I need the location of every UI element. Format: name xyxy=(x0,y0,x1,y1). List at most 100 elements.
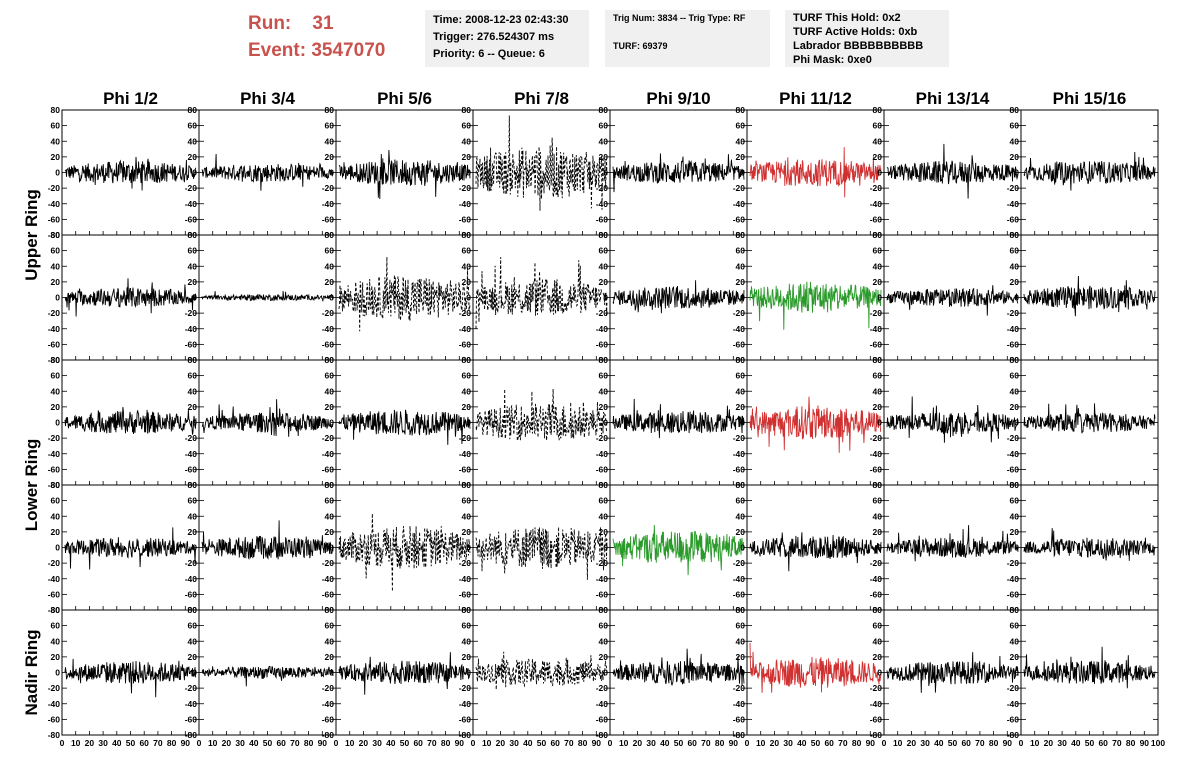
x-tick-label: 10 xyxy=(893,738,903,748)
waveform-trace xyxy=(886,525,1019,562)
y-tick-label: 0 xyxy=(877,293,882,303)
waveform-trace xyxy=(338,513,471,592)
y-tick-label: -60 xyxy=(185,589,198,599)
info-labrador: Labrador BBBBBBBBBB xyxy=(793,40,924,52)
x-tick-label: 70 xyxy=(564,738,574,748)
y-tick-label: -60 xyxy=(459,214,472,224)
y-tick-label: 0 xyxy=(55,168,60,178)
y-tick-label: 60 xyxy=(1010,121,1020,131)
y-tick-label: 0 xyxy=(466,418,471,428)
y-tick-label: 40 xyxy=(188,636,198,646)
y-tick-label: 40 xyxy=(873,636,883,646)
y-tick-label: 60 xyxy=(736,371,746,381)
y-tick-label: 20 xyxy=(325,652,335,662)
waveform-trace xyxy=(886,143,1019,199)
y-tick-label: 80 xyxy=(51,355,61,365)
y-tick-label: 60 xyxy=(736,621,746,631)
y-tick-label: -20 xyxy=(48,183,61,193)
y-tick-label: 20 xyxy=(599,152,609,162)
y-tick-label: -60 xyxy=(459,339,472,349)
y-tick-label: 40 xyxy=(873,511,883,521)
x-tick-label: 50 xyxy=(811,738,821,748)
x-tick-label: 50 xyxy=(674,738,684,748)
x-tick-label: 90 xyxy=(1140,738,1150,748)
x-tick-label: 70 xyxy=(701,738,711,748)
y-tick-label: -60 xyxy=(733,214,746,224)
x-tick-label: 50 xyxy=(948,738,958,748)
row-label: Upper Ring xyxy=(22,189,41,281)
y-tick-label: 80 xyxy=(462,480,472,490)
y-tick-label: -60 xyxy=(322,589,335,599)
y-tick-label: 60 xyxy=(873,496,883,506)
x-tick-label: 30 xyxy=(920,738,930,748)
x-tick-label: 80 xyxy=(441,738,451,748)
y-tick-label: 80 xyxy=(1010,355,1020,365)
y-tick-label: -20 xyxy=(596,183,609,193)
y-tick-label: -20 xyxy=(596,308,609,318)
y-tick-label: 60 xyxy=(462,121,472,131)
waveform-trace xyxy=(1023,151,1156,191)
y-tick-label: -40 xyxy=(185,574,198,584)
y-tick-label: -60 xyxy=(870,714,883,724)
x-tick-label: 30 xyxy=(646,738,656,748)
x-tick-label: 30 xyxy=(1057,738,1067,748)
y-tick-label: 80 xyxy=(188,480,198,490)
y-tick-label: -60 xyxy=(322,339,335,349)
y-tick-label: 0 xyxy=(192,543,197,553)
y-tick-label: -40 xyxy=(459,449,472,459)
y-tick-label: 0 xyxy=(329,543,334,553)
info-trigger: Trigger: 276.524307 ms xyxy=(433,31,555,43)
y-tick-label: 0 xyxy=(603,418,608,428)
y-tick-label: -60 xyxy=(322,464,335,474)
y-tick-label: -80 xyxy=(48,355,61,365)
x-tick-label: 70 xyxy=(153,738,163,748)
y-tick-label: -60 xyxy=(48,714,61,724)
waveform-trace xyxy=(612,280,745,314)
y-tick-label: -80 xyxy=(48,230,61,240)
y-tick-label: -60 xyxy=(322,214,335,224)
y-tick-label: 80 xyxy=(462,230,472,240)
waveform-trace xyxy=(64,527,197,570)
column-header: Phi 3/4 xyxy=(240,89,295,108)
y-tick-label: 0 xyxy=(329,168,334,178)
x-tick-label: 0 xyxy=(1019,738,1024,748)
y-tick-label: 80 xyxy=(325,480,335,490)
y-tick-label: 60 xyxy=(188,496,198,506)
y-tick-label: 60 xyxy=(325,246,335,256)
x-tick-label: 70 xyxy=(838,738,848,748)
y-tick-label: 0 xyxy=(740,168,745,178)
y-tick-label: 20 xyxy=(188,527,198,537)
x-tick-label: 90 xyxy=(181,738,191,748)
info-trig-num: Trig Num: 3834 -- Trig Type: RF xyxy=(613,13,746,23)
y-tick-label: -80 xyxy=(596,730,609,740)
y-tick-label: 40 xyxy=(873,261,883,271)
waveform-trace xyxy=(1023,403,1156,434)
y-tick-label: 20 xyxy=(51,652,61,662)
x-tick-label: 80 xyxy=(304,738,314,748)
y-tick-label: 60 xyxy=(736,246,746,256)
y-tick-label: -40 xyxy=(322,324,335,334)
y-tick-label: 80 xyxy=(599,105,609,115)
y-tick-label: 20 xyxy=(736,152,746,162)
y-tick-label: -60 xyxy=(459,714,472,724)
y-tick-label: 80 xyxy=(51,230,61,240)
x-tick-label: 80 xyxy=(715,738,725,748)
waveform-trace xyxy=(749,642,882,693)
y-tick-label: -40 xyxy=(733,449,746,459)
y-tick-label: -20 xyxy=(459,433,472,443)
y-tick-label: 20 xyxy=(1010,402,1020,412)
y-tick-label: 0 xyxy=(192,418,197,428)
y-tick-label: 0 xyxy=(329,418,334,428)
waveform-trace xyxy=(475,115,608,211)
x-tick-label: 40 xyxy=(249,738,259,748)
x-tick-label: 0 xyxy=(608,738,613,748)
x-tick-label: 20 xyxy=(770,738,780,748)
x-tick-label: 70 xyxy=(290,738,300,748)
y-tick-label: 40 xyxy=(462,386,472,396)
